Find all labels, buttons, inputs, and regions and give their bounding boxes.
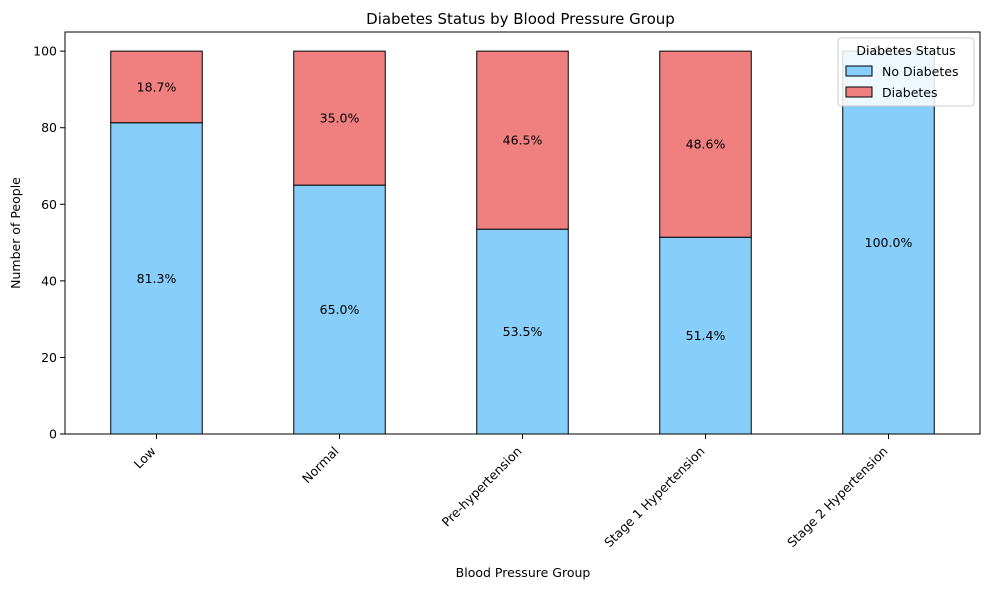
data-label-diabetes-low: 18.7% (137, 79, 177, 94)
legend: Diabetes Status No Diabetes Diabetes (837, 37, 975, 107)
bar-diabetes-low (110, 50, 203, 124)
bar-diabetes-normal (293, 50, 386, 186)
bar-diabetes-stage-1-hypertension (659, 50, 752, 238)
data-label-diabetes-pre-hypertension: 46.5% (503, 133, 543, 148)
data-label-diabetes-stage-1-hypertension: 48.6% (686, 137, 726, 152)
data-label-no-diabetes-normal: 65.0% (320, 302, 360, 317)
x-tick-label-pre-hypertension: Pre-hypertension (439, 444, 525, 530)
data-label-no-diabetes-stage-2-hypertension: 100.0% (865, 235, 913, 250)
data-label-no-diabetes-pre-hypertension: 53.5% (503, 324, 543, 339)
y-tick-label-80: 80 (41, 120, 57, 135)
legend-label-no-diabetes: No Diabetes (882, 64, 958, 79)
y-tick-label-0: 0 (49, 427, 57, 442)
x-tick-label-normal: Normal (299, 444, 342, 487)
y-axis: 0 20 40 60 80 100 (33, 44, 65, 442)
bars-group (110, 50, 935, 435)
x-tick-label-stage-1-hypertension: Stage 1 Hypertension (601, 444, 708, 551)
x-tick-label-stage-2-hypertension: Stage 2 Hypertension (784, 444, 891, 551)
legend-title: Diabetes Status (856, 43, 955, 58)
legend-label-diabetes: Diabetes (882, 85, 938, 100)
x-axis-label: Blood Pressure Group (456, 565, 591, 580)
data-label-no-diabetes-stage-1-hypertension: 51.4% (686, 328, 726, 343)
y-axis-label: Number of People (8, 177, 23, 289)
y-tick-label-40: 40 (41, 273, 57, 288)
legend-swatch-diabetes (845, 86, 873, 98)
bar-no-diabetes-pre-hypertension (476, 228, 569, 435)
data-label-no-diabetes-low: 81.3% (137, 271, 177, 286)
y-tick-label-20: 20 (41, 350, 57, 365)
x-axis: Low Normal Pre-hypertension Stage 1 Hyperte… (131, 434, 891, 550)
y-tick-label-60: 60 (41, 197, 57, 212)
y-tick-label-100: 100 (33, 44, 57, 59)
x-tick-label-low: Low (131, 444, 159, 472)
data-label-diabetes-normal: 35.0% (320, 111, 360, 126)
legend-swatch-no-diabetes (845, 65, 873, 77)
bar-diabetes-pre-hypertension (476, 50, 569, 230)
chart-title: Diabetes Status by Blood Pressure Group (366, 10, 675, 28)
bar-labels-group: 81.3% 18.7% 65.0% 35.0% 53.5% 46.5% 51.4% 48.6%… (137, 44, 913, 343)
bar-no-diabetes-low (110, 122, 203, 435)
